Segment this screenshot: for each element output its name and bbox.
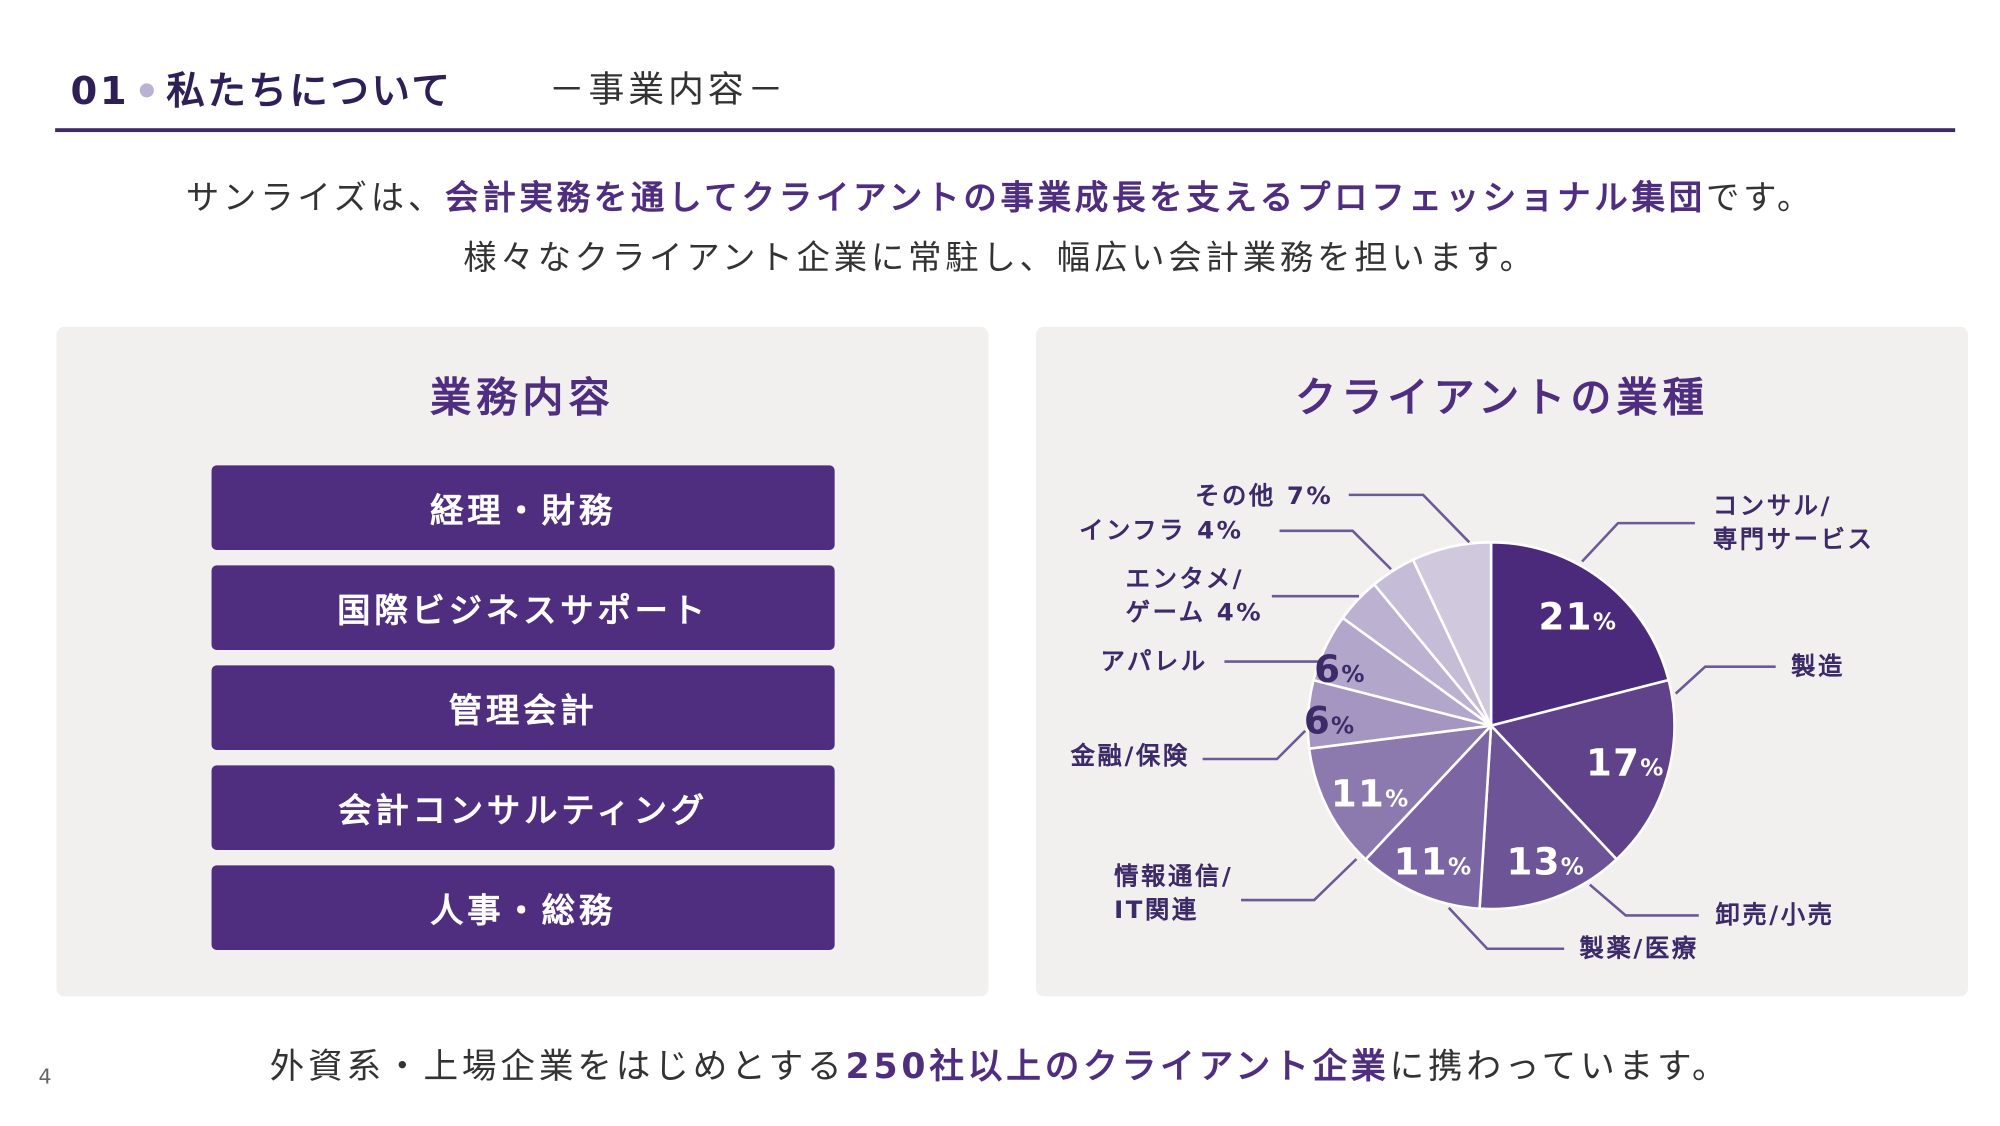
service-item: 管理会計 — [211, 665, 835, 751]
label-apparel: アパレル — [1100, 647, 1208, 676]
pie-slice — [1478, 722, 1619, 911]
leader-line — [1447, 906, 1565, 951]
pie-slice — [1307, 723, 1495, 862]
leader-line — [1348, 493, 1471, 544]
section-subtitle: －事業内容－ — [548, 67, 788, 111]
leader-line — [1241, 858, 1358, 902]
header-divider — [55, 128, 1956, 133]
lead-line-2: 様々なクライアント企業に常駐し、幅広い会計業務を担います。 — [463, 239, 1537, 279]
slice-percent-label: 21% — [1538, 594, 1618, 639]
footer-text: 外資系・上場企業をはじめとする250社以上のクライアント企業に携わっています。 — [269, 1047, 1731, 1088]
service-item: 人事・総務 — [211, 865, 835, 951]
label-entertainment: エンタメ/ゲーム 4% — [1125, 565, 1264, 627]
label-manufacturing: 製造 — [1791, 652, 1845, 681]
slice-percent-label: 6% — [1303, 698, 1356, 743]
slice-percent-label: 13% — [1506, 839, 1586, 884]
page-number: 4 — [38, 1064, 52, 1089]
pie-slice — [1411, 541, 1493, 727]
label-infra: インフラ 4% — [1079, 516, 1244, 545]
label-other: その他 7% — [1195, 482, 1334, 511]
label-it: 情報通信/IT関連 — [1114, 862, 1234, 925]
service-item: 会計コンサルティング — [211, 765, 835, 851]
label-retail: 卸売/小売 — [1715, 901, 1835, 930]
label-consulting: コンサル/専門サービス — [1712, 492, 1875, 554]
service-item: 国際ビジネスサポート — [211, 565, 835, 651]
bullet-dot — [139, 82, 154, 97]
services-panel: 業務内容 経理・財務 国際ビジネスサポート 管理会計 会計コンサルティング 人事… — [56, 326, 989, 997]
leader-lines — [1202, 493, 1776, 951]
pie-slice — [1488, 678, 1676, 862]
pie-slice — [1363, 722, 1493, 911]
services-heading: 業務内容 — [430, 373, 615, 422]
leader-line — [1279, 529, 1392, 571]
leader-line — [1588, 883, 1699, 917]
clients-heading: クライアントの業種 — [1295, 373, 1709, 422]
slice-percent-label: 17% — [1585, 741, 1665, 785]
slice-percent-label: 6% — [1314, 647, 1366, 692]
leader-line — [1581, 521, 1695, 563]
leader-line — [1674, 665, 1776, 695]
section-title: 01 私たちについて — [70, 69, 453, 115]
leader-line — [1202, 729, 1307, 761]
slice-percent-label: 11% — [1330, 771, 1410, 816]
slice-percent-label: 11% — [1393, 839, 1473, 884]
pie-slice — [1489, 541, 1671, 728]
service-item: 経理・財務 — [211, 465, 835, 551]
label-pharma: 製薬/医療 — [1579, 934, 1699, 963]
lead-line-1: サンライズは、会計実務を通してクライアントの事業成長を支えるプロフェッショナル集… — [185, 179, 1815, 218]
label-finance: 金融/保険 — [1070, 742, 1190, 771]
